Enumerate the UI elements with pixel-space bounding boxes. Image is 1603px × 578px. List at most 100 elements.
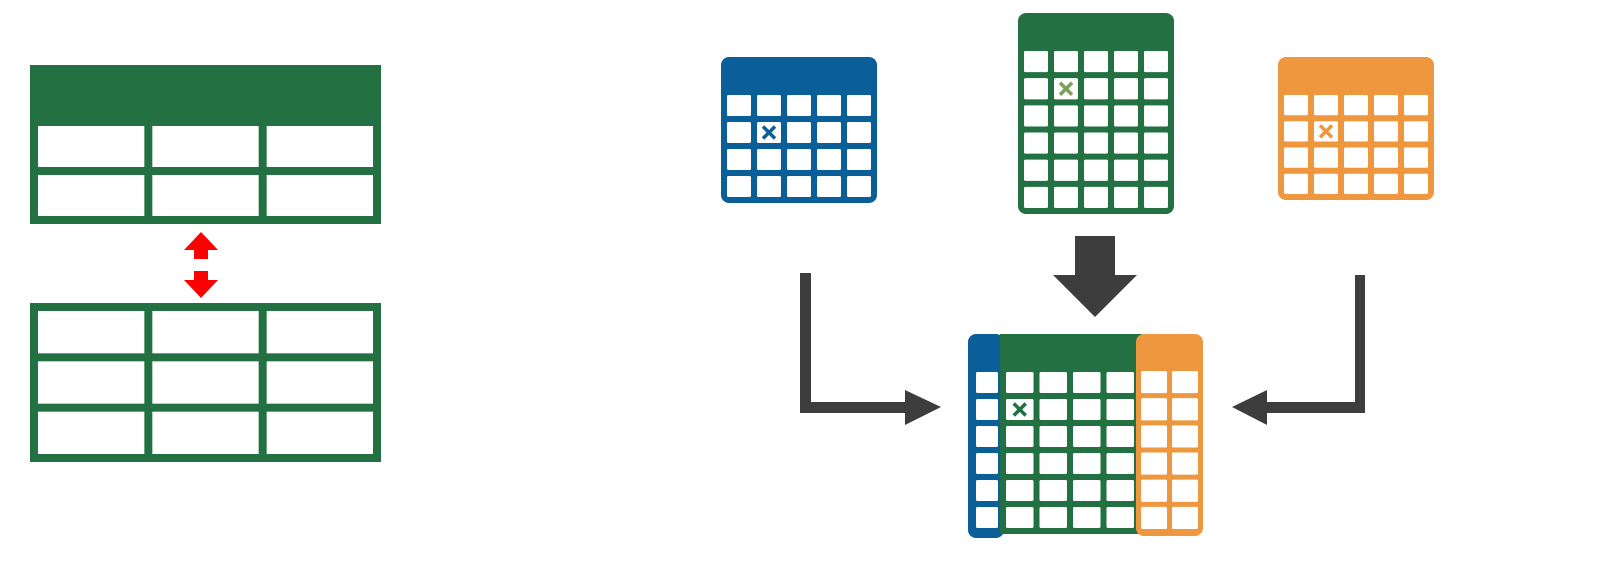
- table-cell: [1141, 506, 1167, 529]
- table-cell: [1114, 186, 1138, 208]
- table-cell: [727, 122, 751, 143]
- table-cell: [38, 411, 145, 454]
- table-cell: [1073, 372, 1101, 393]
- table-cell: [1084, 159, 1108, 181]
- table-cell: [1039, 453, 1067, 474]
- table-cell: [1344, 147, 1368, 168]
- table-cell: [38, 175, 145, 216]
- table-cell: [1374, 95, 1398, 116]
- table-cell: [1144, 132, 1168, 154]
- table-cell: [787, 95, 811, 116]
- table-cell: [1054, 105, 1078, 127]
- table-cell: [1114, 132, 1138, 154]
- table-cell: [1039, 372, 1067, 393]
- table-cell: [976, 480, 998, 501]
- table-cell: [1141, 452, 1167, 475]
- table-cell: [1141, 479, 1167, 502]
- table-cell: [1144, 105, 1168, 127]
- table-cell: [266, 126, 373, 167]
- table-cell: [1054, 186, 1078, 208]
- table-cell: [152, 175, 259, 216]
- table-cell: [757, 176, 781, 197]
- table-cell: [1084, 78, 1108, 100]
- table-cell: [1073, 399, 1101, 420]
- table-cell: [1374, 173, 1398, 194]
- x-mark-icon: [1012, 402, 1027, 417]
- table-cell: [847, 122, 871, 143]
- table-cell: [1054, 159, 1078, 181]
- left-panel: [30, 65, 381, 462]
- table-cell: [1144, 186, 1168, 208]
- table-cell: [1404, 95, 1428, 116]
- table-cell: [1404, 173, 1428, 194]
- table-cell: [1172, 452, 1198, 475]
- table-cell: [1284, 95, 1308, 116]
- table-cell: [787, 122, 811, 143]
- table-cell: [266, 361, 373, 404]
- table-cell: [1024, 132, 1048, 154]
- table-cell: [1172, 371, 1198, 394]
- table-cell: [727, 95, 751, 116]
- table-cell: [38, 361, 145, 404]
- table-cell: [1006, 372, 1034, 393]
- table-cell: [1141, 425, 1167, 448]
- x-mark-icon: [761, 125, 777, 140]
- block-arrow-down: [1053, 236, 1137, 317]
- table-cell: [1172, 398, 1198, 421]
- table-cell: [1172, 425, 1198, 448]
- table-cell: [1084, 105, 1108, 127]
- table-cell: [1006, 507, 1034, 528]
- table-cell: [976, 372, 998, 393]
- table-cell: [152, 311, 259, 354]
- table-cell: [1039, 480, 1067, 501]
- table-cell: [1073, 426, 1101, 447]
- table-cell: [1039, 507, 1067, 528]
- table-cell: [1284, 147, 1308, 168]
- table-cell: [1404, 147, 1428, 168]
- table-cell: [1144, 78, 1168, 100]
- merged-table: [968, 334, 1203, 538]
- table-cell: [152, 411, 259, 454]
- table-cell: [1344, 121, 1368, 142]
- table-cell: [1039, 399, 1067, 420]
- table-cell: [727, 176, 751, 197]
- table-cell: [817, 149, 841, 170]
- table-cell: [1106, 372, 1134, 393]
- elbow-arrow-icon: [800, 273, 941, 425]
- table-cell: [1024, 186, 1048, 208]
- table-cell: [1114, 51, 1138, 73]
- table-cell: [266, 311, 373, 354]
- table-cell: [1084, 51, 1108, 73]
- table-cell: [152, 126, 259, 167]
- table-cell: [38, 126, 145, 167]
- table-cell: [1054, 51, 1078, 73]
- block-arrow-down-icon: [1053, 236, 1137, 317]
- table-cell: [1314, 95, 1338, 116]
- table-cell: [976, 399, 998, 420]
- orange-table: [1278, 57, 1434, 200]
- table-cell: [1106, 480, 1134, 501]
- double-arrow-vertical-icon: [184, 232, 218, 298]
- top-table: [30, 65, 381, 224]
- table-cell: [1284, 173, 1308, 194]
- table-cell: [1374, 121, 1398, 142]
- green-table: [1018, 13, 1174, 214]
- table-cell: [1106, 453, 1134, 474]
- table-cell: [266, 411, 373, 454]
- table-cell: [1073, 507, 1101, 528]
- table-cell: [757, 149, 781, 170]
- x-mark-icon: [1058, 81, 1074, 96]
- table-cell: [1006, 480, 1034, 501]
- table-cell: [847, 176, 871, 197]
- table-cell: [727, 149, 751, 170]
- table-cell: [757, 95, 781, 116]
- table-cell: [1024, 159, 1048, 181]
- table-cell: [1172, 479, 1198, 502]
- table-cell: [1374, 147, 1398, 168]
- elbow-arrow-left: [800, 273, 941, 425]
- table-cell: [1024, 51, 1048, 73]
- table-cell: [787, 176, 811, 197]
- table-cell: [1172, 506, 1198, 529]
